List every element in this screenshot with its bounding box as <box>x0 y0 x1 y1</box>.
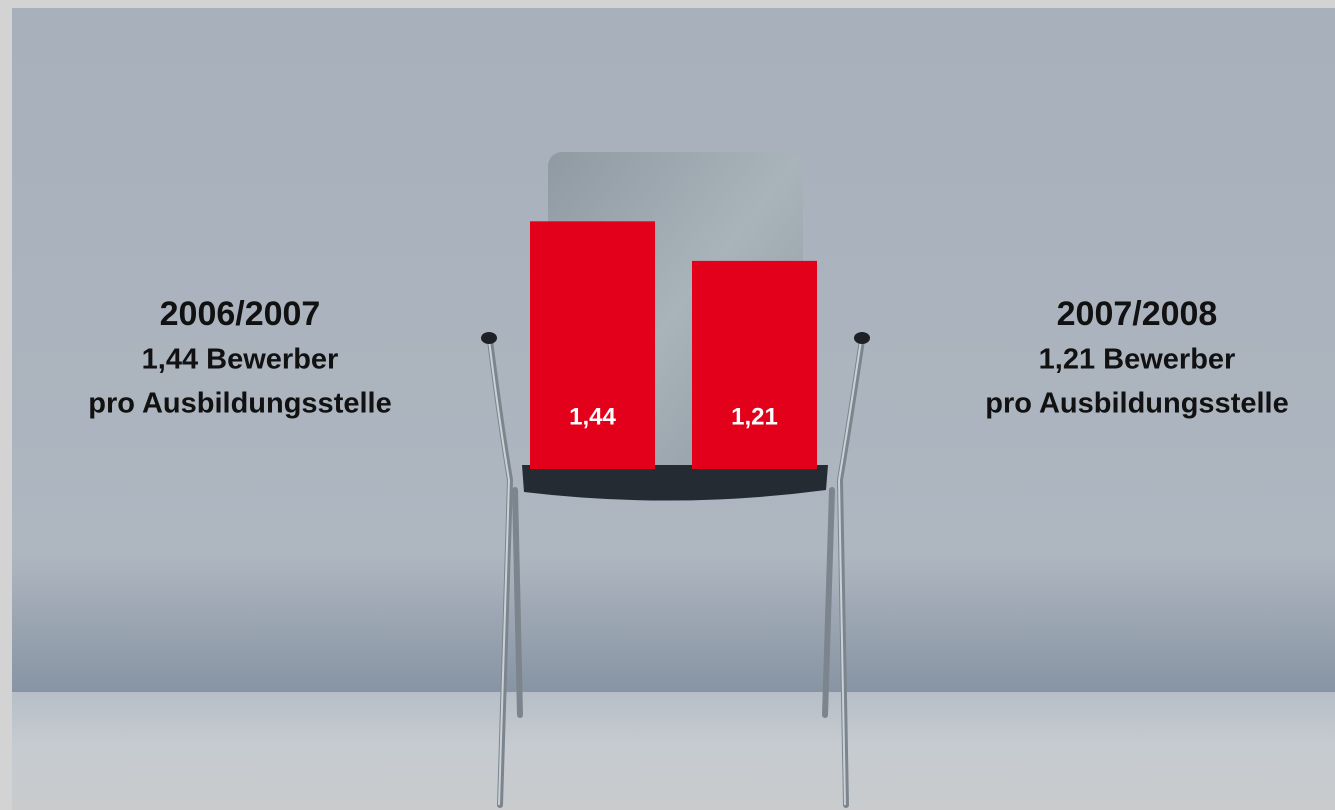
value-label: 1,44 <box>569 403 616 430</box>
bar <box>530 221 655 469</box>
annotation: 1,44 Bewerber <box>142 344 339 376</box>
period-label: 2006/2007 <box>160 295 321 333</box>
value-label: 1,21 <box>731 403 778 430</box>
annotation: pro Ausbildungsstelle <box>88 388 391 420</box>
floor <box>12 692 1335 810</box>
period-label: 2007/2008 <box>1057 295 1218 333</box>
bar <box>692 261 817 469</box>
annotation: pro Ausbildungsstelle <box>985 388 1288 420</box>
annotation: 1,21 Bewerber <box>1039 344 1236 376</box>
chart: 2006/2007 1,44 Bewerber pro Ausbildungss… <box>0 0 1335 810</box>
